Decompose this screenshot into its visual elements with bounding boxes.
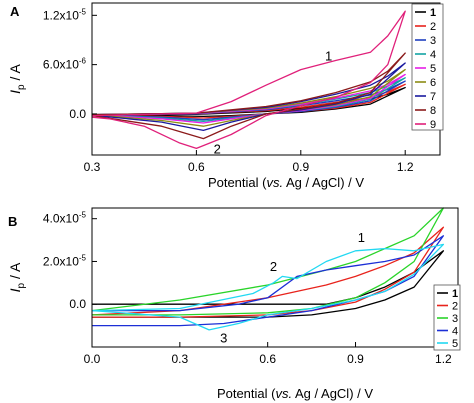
legend-entry: 2: [452, 301, 458, 313]
legend-entry: 2: [430, 21, 436, 33]
series-line-3: [91, 80, 406, 121]
series-group: [91, 207, 445, 331]
legend-box: [411, 3, 444, 131]
series-line-1: [92, 250, 445, 318]
annotation-label: 2: [270, 259, 277, 274]
annotation-label: 3: [220, 331, 227, 346]
panel-label: B: [8, 214, 17, 229]
series-line-8: [91, 52, 406, 140]
y-tick-label: 0.0: [69, 107, 86, 121]
series-group: [91, 10, 406, 150]
x-tick-label: 0.9: [347, 352, 364, 366]
legend-entry: 1: [430, 7, 436, 19]
legend: 1 2 3 4 5 6 7 8 9: [411, 3, 444, 131]
x-tick-label: 0.6: [188, 160, 205, 174]
x-tick-label: 0.0: [84, 352, 101, 366]
y-axis-label: Ip / A: [7, 63, 27, 93]
y-tick-label: 4.0x10-5: [43, 211, 87, 226]
series-line-3: [91, 207, 445, 316]
x-tick-label: 0.3: [171, 352, 188, 366]
y-tick-label: 2.0x10-5: [43, 253, 87, 268]
x-tick-label: 1.2: [397, 160, 414, 174]
legend-entry: 1: [452, 288, 458, 300]
panel-b: B 0.0 0.3 0.6 0.9 1.2 0.0 2.0x10-5 4.0x10-5 Poten…: [7, 207, 461, 401]
annotation-label: 1: [325, 49, 332, 64]
legend-entry: 5: [452, 338, 458, 350]
x-axis-label: Potential (vs. Ag / AgCl) / V: [208, 175, 364, 190]
legend-entry: 9: [430, 119, 436, 131]
annotation-label: 1: [358, 230, 365, 245]
legend-entry: 5: [430, 63, 436, 75]
series-line-5: [91, 73, 406, 124]
series-line-2: [91, 83, 406, 119]
series-line-6: [91, 68, 406, 127]
legend-entry: 8: [430, 105, 436, 117]
plot-frame: [91, 207, 459, 348]
x-tick-label: 1.2: [435, 352, 452, 366]
series-line-5: [91, 243, 445, 331]
x-tick-label: 0.9: [292, 160, 309, 174]
series-line-2: [91, 226, 445, 318]
y-axis-label: Ip / A: [7, 262, 27, 292]
legend-entry: 4: [452, 326, 458, 338]
series-line-7: [91, 62, 406, 132]
panel-label: A: [10, 4, 20, 19]
series-line-9: [91, 10, 406, 150]
panel-a: A 0.3 0.6 0.9 1.2 0.0 6.0x10-6 1.2x10-5 Potentia…: [7, 2, 444, 190]
y-tick-label: 0.0: [69, 297, 86, 311]
legend-entry: 7: [430, 91, 436, 103]
annotation-label: 2: [214, 141, 221, 156]
y-tick-label: 6.0x10-6: [43, 57, 87, 72]
legend-entry: 3: [430, 35, 436, 47]
legend-entry: 6: [430, 77, 436, 89]
x-tick-label: 0.3: [84, 160, 101, 174]
legend-entry: 4: [430, 49, 436, 61]
series-line-4: [92, 235, 445, 327]
y-tick-label: 1.2x10-5: [43, 7, 87, 22]
x-axis-label: Potential (vs. Ag / AgCl) / V: [217, 386, 373, 401]
series-line-1: [91, 86, 406, 118]
legend-entry: 3: [452, 313, 458, 325]
x-tick-label: 0.6: [259, 352, 276, 366]
